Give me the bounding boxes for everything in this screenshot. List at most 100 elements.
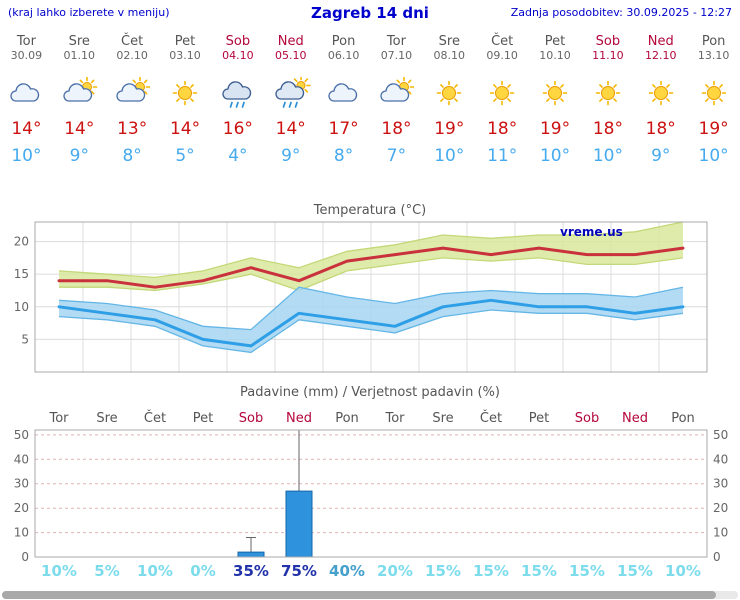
precip-day-label: Pon	[671, 411, 695, 426]
day-name: Sob	[595, 34, 621, 49]
day-date: 09.10	[486, 49, 518, 62]
day-date: 06.10	[327, 49, 360, 62]
day-cell-30.09: Tor 30.09 14° 10°	[0, 34, 53, 200]
sun-glyph	[595, 80, 621, 106]
horizontal-scrollbar-thumb[interactable]	[2, 591, 716, 599]
precip-day-label: Ned	[286, 411, 312, 426]
day-name: Sre	[68, 34, 90, 49]
day-cell-03.10: Pet 03.10 14° 5°	[159, 34, 212, 200]
sun-weather-icon	[701, 80, 726, 106]
precip-day-label: Sre	[432, 411, 453, 426]
day-max-temp: 18°	[592, 119, 623, 139]
cloud-glyph	[380, 83, 410, 102]
temp-min-line	[57, 298, 685, 348]
day-cell-10.10: Pet 10.10 19° 10°	[529, 34, 582, 200]
last-update-text: Zadnja posodobitev: 30.09.2025 - 12:27	[510, 6, 732, 19]
precip-probability: 5%	[94, 562, 119, 580]
svg-text:0: 0	[713, 550, 721, 564]
day-max-temp: 18°	[645, 119, 676, 139]
sun-glyph	[172, 80, 198, 106]
precip-chart-title: Padavine (mm) / Verjetnost padavin (%)	[240, 385, 500, 400]
day-cell-13.10: Pon 13.10 19° 10°	[687, 34, 740, 200]
day-name: Čet	[121, 34, 144, 49]
precip-probability: 15%	[569, 562, 605, 580]
precip-probability: 75%	[281, 562, 317, 580]
day-min-temp: 7°	[386, 146, 407, 166]
sun-weather-icon	[172, 80, 198, 106]
place-menu-hint: (kraj lahko izberete v meniju)	[8, 6, 170, 19]
svg-text:30: 30	[14, 477, 29, 491]
svg-text:10: 10	[713, 526, 728, 540]
precip-day-label: Tor	[48, 411, 69, 426]
day-cell-05.10: Ned 05.10 14° 9°	[264, 34, 317, 200]
svg-text:20: 20	[14, 235, 29, 249]
precip-day-label: Pet	[529, 411, 549, 426]
sun-rain-weather-icon	[275, 77, 311, 108]
day-min-temp: 8°	[122, 146, 142, 166]
page-title: Zagreb 14 dni	[311, 4, 429, 22]
cloud-glyph	[328, 83, 357, 102]
day-max-temp: 18°	[381, 119, 412, 139]
day-min-temp: 9°	[281, 146, 301, 166]
sun-weather-icon	[648, 80, 674, 106]
precip-probability: 0%	[190, 562, 215, 580]
partly-weather-icon	[63, 77, 98, 102]
day-name: Pet	[174, 34, 196, 49]
day-min-temp: 5°	[175, 146, 195, 166]
day-max-temp: 13°	[117, 119, 148, 139]
cloud-glyph	[63, 83, 93, 102]
day-min-temp: 10°	[592, 146, 623, 166]
precip-probability: 10%	[137, 562, 173, 580]
day-name: Tor	[16, 34, 36, 49]
precip-probability: 15%	[425, 562, 461, 580]
precip-day-label: Čet	[480, 410, 502, 426]
day-date: 10.10	[539, 49, 571, 62]
cloud-glyph	[10, 83, 40, 102]
temp-chart-title: Temperatura (°C)	[313, 203, 426, 218]
precip-probability: 15%	[617, 562, 653, 580]
rain-glyph	[282, 101, 298, 108]
svg-text:5: 5	[21, 332, 29, 346]
precip-probability: 20%	[377, 562, 413, 580]
day-min-temp: 10°	[11, 146, 42, 166]
day-date: 05.10	[274, 49, 307, 62]
day-min-temp: 9°	[651, 146, 671, 166]
svg-text:10: 10	[14, 300, 29, 314]
svg-text:20: 20	[14, 501, 29, 515]
day-max-temp: 14°	[275, 119, 306, 139]
day-cell-02.10: Čet 02.10 13° 8°	[106, 34, 159, 200]
day-max-temp: 19°	[434, 119, 465, 139]
day-cell-01.10: Sre 01.10 14° 9°	[53, 34, 106, 200]
horizontal-scrollbar-track[interactable]	[2, 591, 738, 599]
day-max-temp: 19°	[539, 119, 571, 139]
day-max-temp: 18°	[487, 119, 518, 139]
svg-text:30: 30	[713, 477, 728, 491]
day-name: Ned	[647, 34, 674, 49]
day-max-temp: 14°	[169, 119, 201, 139]
precip-probability: 40%	[329, 562, 365, 580]
day-date: 07.10	[380, 49, 413, 62]
partly-weather-icon	[116, 77, 151, 102]
precip-probability: 15%	[521, 562, 557, 580]
precip-day-label: Sob	[239, 411, 263, 426]
day-max-temp: 14°	[64, 119, 95, 139]
precip-day-label: Sre	[96, 411, 117, 426]
sun-glyph	[701, 80, 726, 106]
day-date: 04.10	[222, 49, 254, 62]
precipitation-chart-svg: Padavine (mm) / Verjetnost padavin (%) To…	[14, 385, 729, 580]
precip-probability: 15%	[473, 562, 509, 580]
day-name: Pet	[544, 34, 566, 49]
svg-text:40: 40	[713, 452, 728, 466]
day-max-temp: 14°	[11, 119, 42, 139]
day-min-temp: 10°	[434, 146, 465, 166]
precip-probability: 10%	[665, 562, 701, 580]
day-name: Pon	[331, 34, 356, 49]
day-cell-07.10: Tor 07.10 18° 7°	[370, 34, 423, 200]
cloud-glyph	[222, 81, 252, 100]
temperature-chart-svg: 5 10 15 20 Temperatura (°C) vreme.us	[14, 203, 708, 373]
day-name: Ned	[277, 34, 304, 49]
day-cell-09.10: Čet 09.10 18° 11°	[476, 34, 529, 200]
day-name: Čet	[491, 34, 514, 49]
sun-glyph	[648, 80, 674, 106]
cloud-glyph	[116, 83, 146, 102]
